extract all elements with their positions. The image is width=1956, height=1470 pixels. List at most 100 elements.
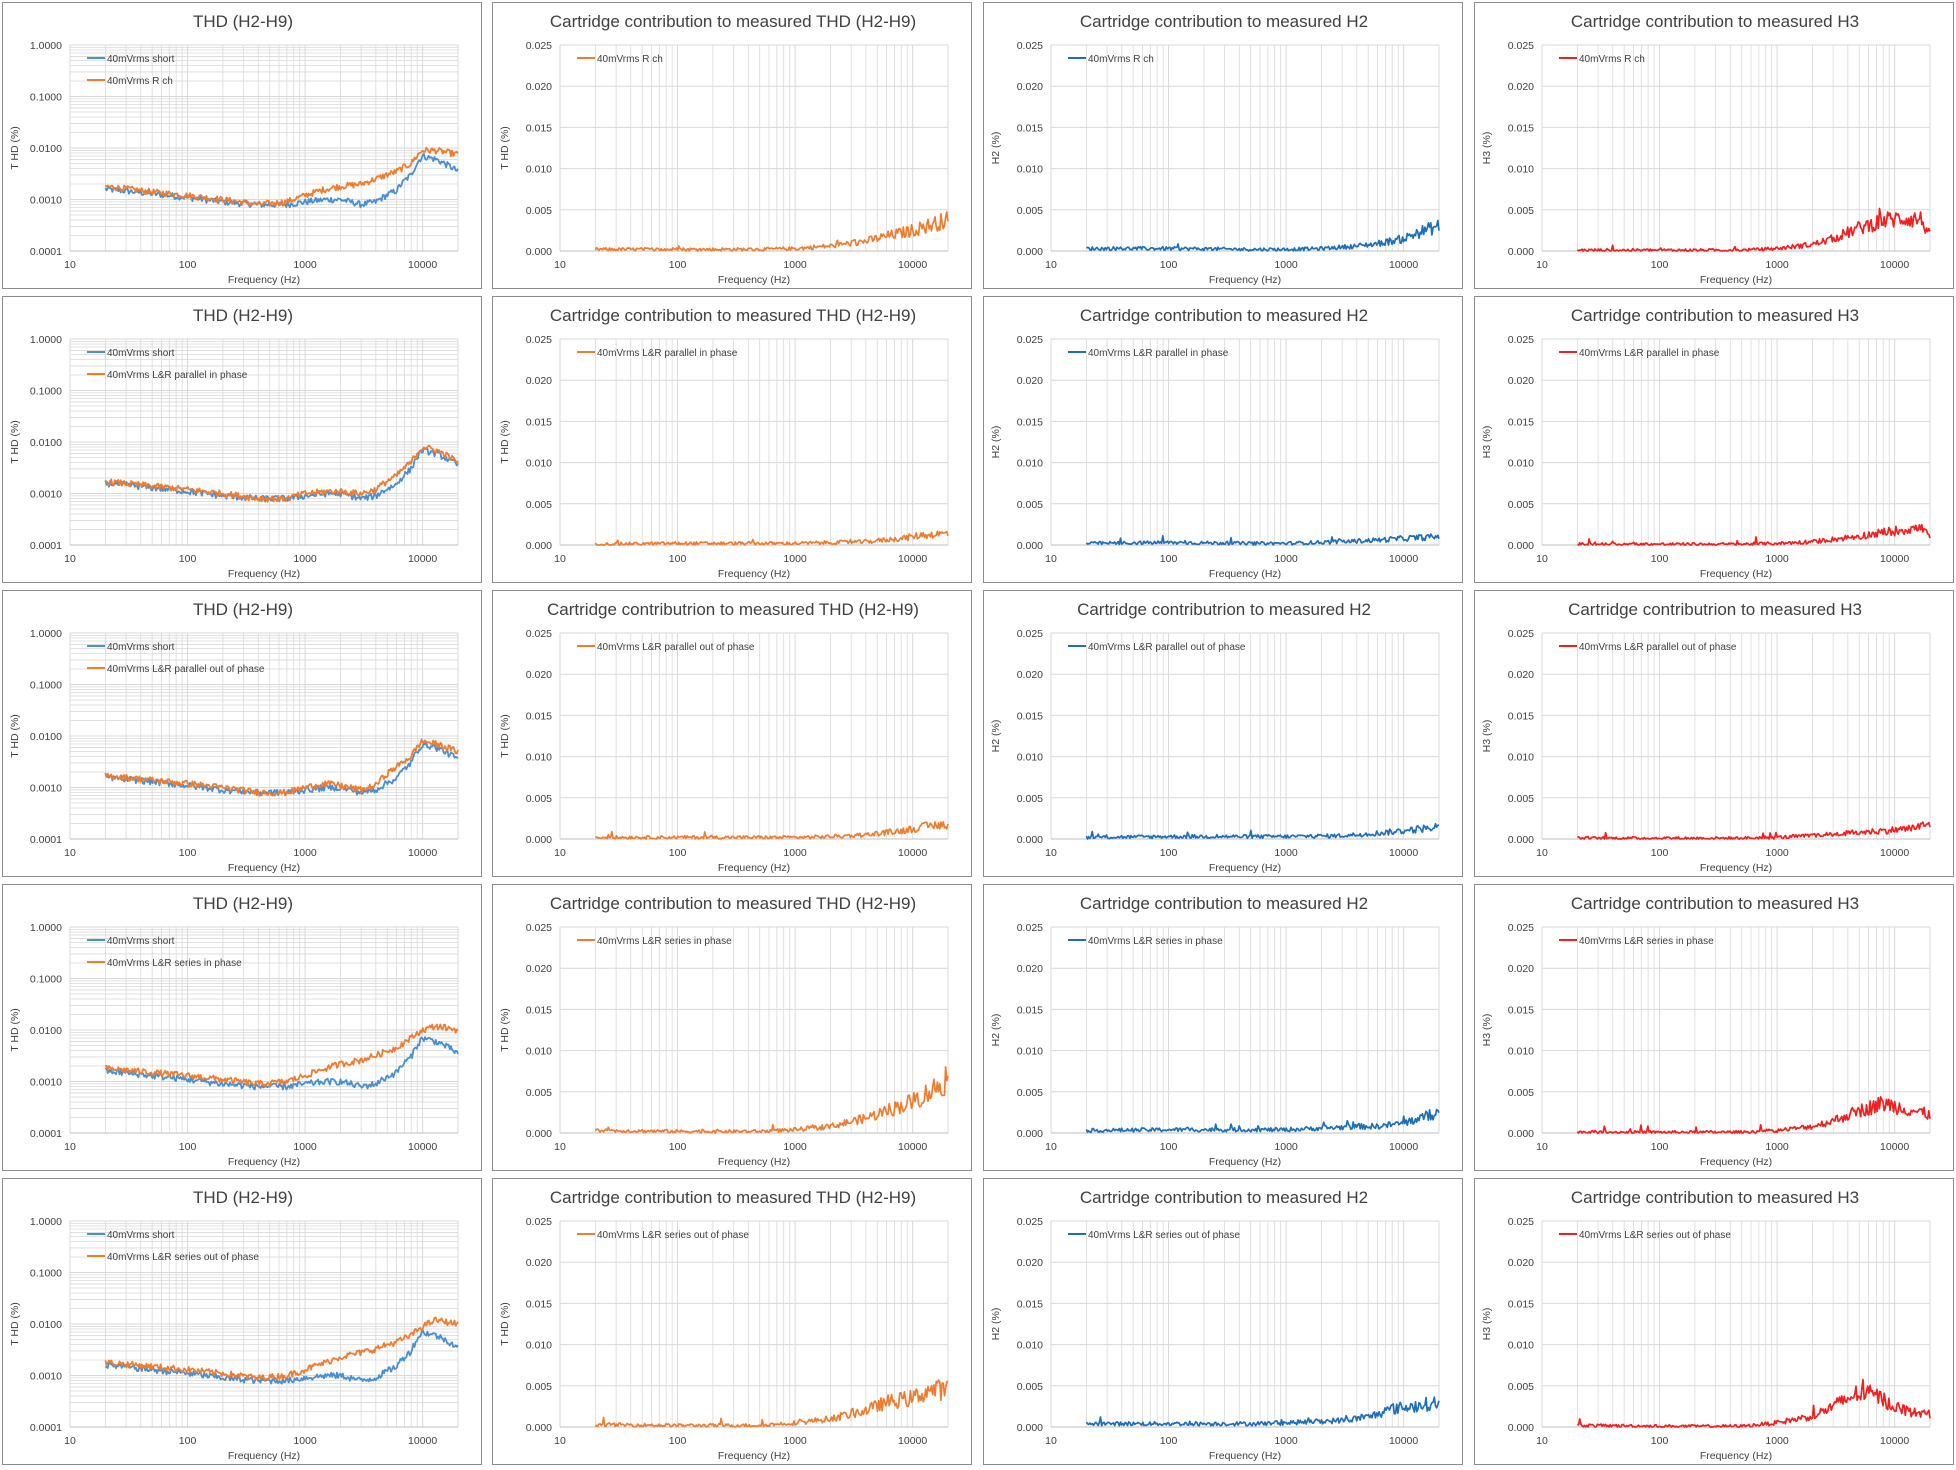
y-tick-label: 1.0000 [30,334,62,346]
y-tick-label: 0.005 [1508,1087,1534,1099]
y-axis-label: T HD (%) [499,714,511,758]
x-tick-label: 1000 [293,1435,317,1447]
chart-panel: THD (H2-H9) 0.0001 0.0010 0.0100 0.1000 1.000… [2,296,482,583]
x-tick-label: 10000 [1880,553,1909,565]
y-axis-label: H2 (%) [990,1308,1002,1341]
y-axis-label: H2 (%) [990,1014,1002,1047]
y-axis-label: H3 (%) [1481,132,1493,165]
y-tick-label: 1.0000 [30,1216,62,1228]
x-tick-label: 10 [1045,259,1057,271]
y-tick-label: 0.005 [1017,1087,1043,1099]
y-tick-label: 0.015 [1508,416,1534,428]
chart-panel: THD (H2-H9) 0.0001 0.0010 0.0100 0.1000 1.000… [2,2,482,289]
y-tick-label: 0.020 [1508,81,1534,93]
y-axis-label: H2 (%) [990,132,1002,165]
chart-svg: Cartridge contribution to measured THD (… [499,1188,949,1462]
x-tick-label: 10 [64,553,76,565]
legend-label: 40mVrms short [107,1230,175,1241]
chart-title: Cartridge contribution to measured H3 [1571,12,1859,31]
y-tick-label: 0.000 [1017,246,1043,258]
series-line [1576,1096,1931,1134]
y-axis-label: H3 (%) [1481,1308,1493,1341]
x-tick-label: 1000 [293,259,317,271]
x-tick-label: 100 [1160,1141,1178,1153]
x-axis-label: Frequency (Hz) [1209,1450,1281,1462]
x-axis-label: Frequency (Hz) [228,1450,300,1462]
y-tick-label: 0.015 [526,122,552,134]
x-axis-label: Frequency (Hz) [718,1156,790,1168]
y-tick-label: 0.015 [526,1004,552,1016]
x-tick-label: 100 [179,1141,197,1153]
chart-title: Cartridge contribution to measured THD (… [550,306,916,325]
y-tick-label: 0.020 [526,81,552,93]
x-tick-label: 10000 [898,553,927,565]
y-tick-label: 0.020 [1017,963,1043,975]
chart-title: Cartridge contribution to measured H2 [1080,894,1368,913]
series-line [104,1316,459,1382]
x-axis-label: Frequency (Hz) [718,1450,790,1462]
y-tick-label: 0.020 [526,669,552,681]
chart-svg: Cartridge contributrion to measured H2 0.… [990,600,1440,874]
legend-label: 40mVrms L&R parallel in phase [597,348,738,359]
y-tick-label: 0.0001 [30,1422,62,1434]
x-tick-label: 10 [554,259,566,271]
x-tick-label: 1000 [783,259,807,271]
x-axis-label: Frequency (Hz) [228,1156,300,1168]
legend-label: 40mVrms L&R parallel in phase [107,370,248,381]
chart-title: Cartridge contributrion to measured H3 [1568,600,1862,619]
y-axis-label: T HD (%) [9,1302,21,1346]
series-line [594,1065,949,1134]
y-tick-label: 0.000 [526,1128,552,1140]
x-axis-label: Frequency (Hz) [1209,274,1281,286]
chart-title: THD (H2-H9) [193,306,293,325]
y-tick-label: 0.0010 [30,1077,62,1089]
y-tick-label: 0.1000 [30,386,62,398]
chart-svg: Cartridge contribution to measured H2 0.0… [990,1188,1440,1462]
y-tick-label: 0.025 [1508,40,1534,52]
y-tick-label: 0.025 [1017,1216,1043,1228]
y-tick-label: 0.005 [1017,499,1043,511]
chart-title: Cartridge contribution to measured H3 [1571,306,1859,325]
gridlines [559,1220,949,1428]
chart-svg: Cartridge contribution to measured H2 0.0… [990,894,1440,1168]
x-tick-label: 100 [1651,1141,1669,1153]
x-tick-label: 1000 [1274,1141,1298,1153]
y-tick-label: 0.0010 [30,195,62,207]
chart-svg: Cartridge contributrion to measured H3 0.… [1481,600,1931,874]
y-tick-label: 0.0100 [30,143,62,155]
y-tick-label: 0.0010 [30,783,62,795]
y-tick-label: 0.010 [1508,458,1534,470]
x-tick-label: 10000 [1389,553,1418,565]
chart-title: THD (H2-H9) [193,12,293,31]
chart-panel: Cartridge contribution to measured THD (… [492,884,972,1171]
y-tick-label: 0.015 [526,416,552,428]
legend-label: 40mVrms short [107,348,175,359]
chart-panel: Cartridge contribution to measured THD (… [492,296,972,583]
gridlines [69,44,459,252]
chart-svg: Cartridge contributrion to measured THD … [499,600,949,874]
y-tick-label: 0.0010 [30,1371,62,1383]
legend-label: 40mVrms L&R series out of phase [597,1230,749,1241]
y-tick-label: 0.0100 [30,437,62,449]
x-tick-label: 10 [1045,1141,1057,1153]
y-tick-label: 0.005 [1017,205,1043,217]
y-tick-label: 0.0100 [30,1025,62,1037]
y-tick-label: 0.0100 [30,1319,62,1331]
y-tick-label: 0.015 [1017,1004,1043,1016]
gridlines [1050,44,1440,252]
gridlines [69,338,459,546]
y-tick-label: 0.015 [1508,122,1534,134]
y-tick-label: 0.015 [1017,122,1043,134]
x-tick-label: 10000 [898,259,927,271]
x-axis-label: Frequency (Hz) [1700,1450,1772,1462]
chart-title: Cartridge contribution to measured THD (… [550,1188,916,1207]
y-axis-label: H3 (%) [1481,1014,1493,1047]
x-tick-label: 1000 [1765,1141,1789,1153]
y-tick-label: 0.005 [526,793,552,805]
x-tick-label: 10 [64,847,76,859]
chart-panel: Cartridge contributrion to measured H2 0.… [983,590,1463,877]
series-line [1085,822,1440,840]
x-tick-label: 1000 [783,1141,807,1153]
x-axis-label: Frequency (Hz) [718,274,790,286]
x-tick-label: 1000 [1765,847,1789,859]
